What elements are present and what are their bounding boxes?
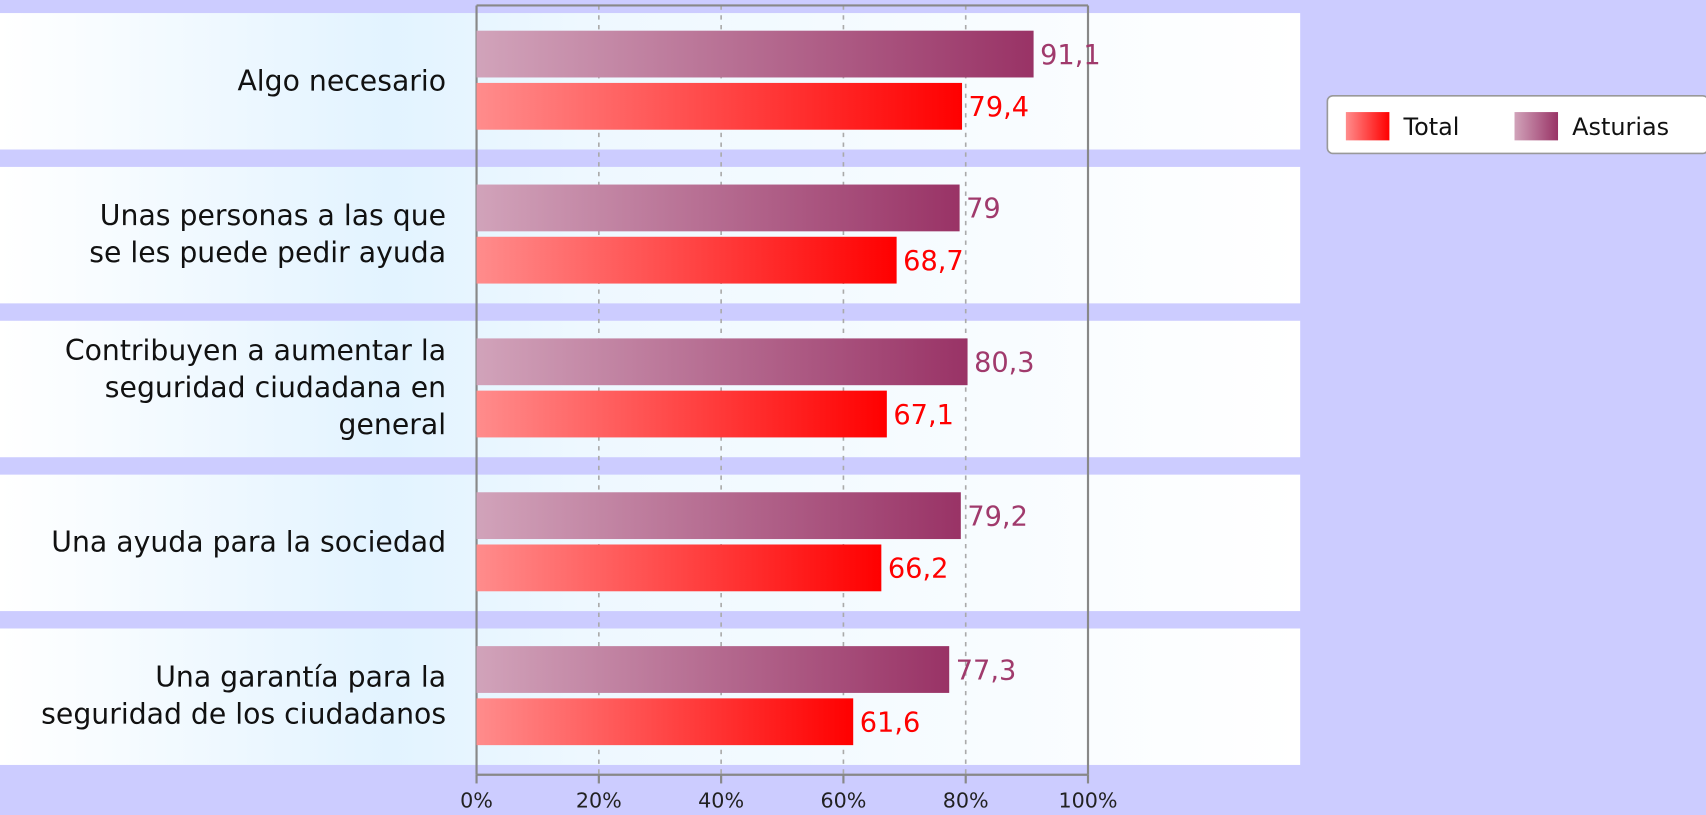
data-label: 79: [966, 194, 1001, 225]
bar: [476, 544, 882, 592]
bar: [476, 646, 950, 693]
x-tick-label: 60%: [820, 788, 866, 812]
category-label-box: Unas personas a las que se les puede ped…: [89, 200, 447, 270]
category-label-box: Algo necesario: [237, 64, 447, 98]
data-label: 66,2: [888, 554, 949, 585]
data-label: 79,2: [967, 501, 1028, 532]
bar: [476, 184, 960, 232]
data-label: 91,1: [1040, 40, 1101, 71]
y-tick-label: Contribuyen a aumentar la seguridad ciud…: [64, 335, 447, 443]
bar: [476, 698, 854, 746]
data-label: 77,3: [956, 655, 1017, 686]
legend-label: Total: [1403, 113, 1460, 141]
bar: [476, 338, 968, 386]
x-tick-label: 80%: [943, 788, 989, 812]
x-tick-label: 100%: [1058, 788, 1117, 812]
bar: [476, 236, 897, 284]
x-tick-label: 0%: [460, 788, 493, 812]
legend-swatch: [1514, 112, 1559, 141]
bar: [476, 492, 961, 540]
category-label-box: Una garantía para la seguridad de los ci…: [41, 661, 447, 732]
y-tick-label: Una garantía para la seguridad de los ci…: [41, 661, 447, 732]
category-label-box: Contribuyen a aumentar la seguridad ciud…: [64, 335, 447, 443]
y-tick-label: Una ayuda para la sociedad: [51, 526, 447, 560]
legend: Total Asturias: [1326, 94, 1706, 155]
category-label-box: Una ayuda para la sociedad: [51, 526, 447, 560]
data-label: 68,7: [903, 246, 964, 277]
data-label: 79,4: [969, 92, 1030, 123]
bar: [476, 390, 887, 438]
x-tick-label: 40%: [698, 788, 744, 812]
data-label: 67,1: [893, 400, 954, 431]
legend-swatch: [1345, 112, 1390, 141]
y-tick-label: Algo necesario: [237, 64, 447, 98]
bar: [476, 82, 963, 130]
data-label: 61,6: [860, 708, 921, 739]
x-tick-label: 20%: [576, 788, 622, 812]
data-label: 80,3: [974, 348, 1035, 379]
legend-label: Asturias: [1572, 113, 1669, 141]
bar: [476, 30, 1034, 78]
y-tick-label: Unas personas a las que se les puede ped…: [89, 200, 447, 270]
